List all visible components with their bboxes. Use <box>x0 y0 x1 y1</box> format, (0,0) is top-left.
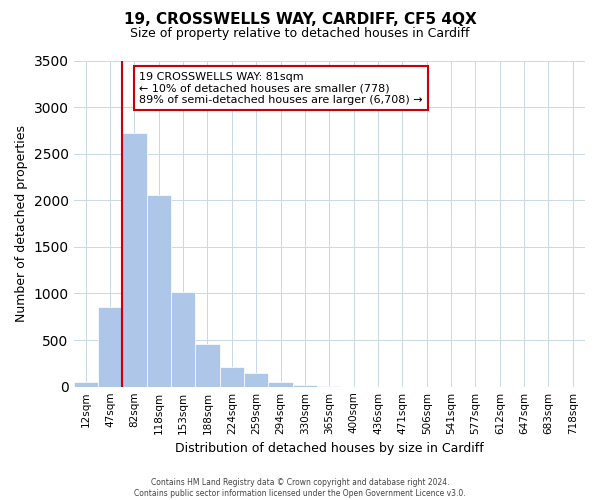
Bar <box>244 373 268 386</box>
Bar <box>293 385 317 386</box>
Text: Contains HM Land Registry data © Crown copyright and database right 2024.
Contai: Contains HM Land Registry data © Crown c… <box>134 478 466 498</box>
Bar <box>122 133 146 386</box>
Bar <box>74 382 98 386</box>
Bar <box>196 344 220 387</box>
Y-axis label: Number of detached properties: Number of detached properties <box>15 125 28 322</box>
Bar <box>171 292 196 386</box>
Text: 19 CROSSWELLS WAY: 81sqm
← 10% of detached houses are smaller (778)
89% of semi-: 19 CROSSWELLS WAY: 81sqm ← 10% of detach… <box>139 72 423 105</box>
Bar <box>98 307 122 386</box>
Text: Size of property relative to detached houses in Cardiff: Size of property relative to detached ho… <box>130 28 470 40</box>
Bar <box>268 382 293 386</box>
Text: 19, CROSSWELLS WAY, CARDIFF, CF5 4QX: 19, CROSSWELLS WAY, CARDIFF, CF5 4QX <box>124 12 476 28</box>
X-axis label: Distribution of detached houses by size in Cardiff: Distribution of detached houses by size … <box>175 442 484 455</box>
Bar <box>146 194 171 386</box>
Bar <box>220 366 244 386</box>
